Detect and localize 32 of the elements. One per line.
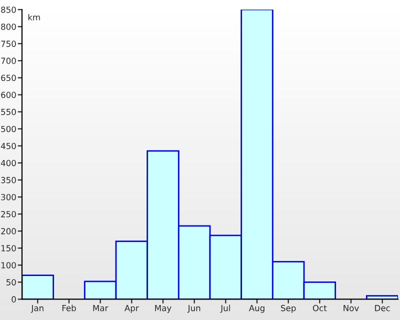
x-tick-label: Apr: [124, 305, 139, 313]
y-tick-label: 350: [1, 176, 16, 184]
y-tick-label: 450: [0, 142, 16, 150]
y-tick-label: 400: [0, 160, 16, 166]
y-tick-label: 300: [1, 194, 16, 200]
y-tick-label: 250: [1, 211, 16, 218]
x-tick-label: Sep: [281, 304, 296, 313]
x-tick-label: Jan: [30, 305, 44, 313]
x-tick-label: Jun: [187, 305, 200, 313]
y-tick-label: 500: [1, 126, 16, 132]
x-tick-label: Nov: [344, 305, 359, 312]
y-tick-label: 700: [1, 58, 16, 64]
y-tick-label: 50: [6, 279, 16, 286]
y-tick-label: 200: [1, 228, 16, 234]
y-tick-label: 0: [12, 296, 16, 302]
x-tick-label: Mar: [93, 305, 108, 312]
x-tick-label: May: [155, 305, 172, 313]
y-tick-label: 850: [1, 6, 16, 13]
x-tick-label: Aug: [248, 305, 264, 313]
x-tick-label: Dec: [375, 305, 390, 312]
y-tick-label: 550: [1, 108, 16, 116]
y-tick-label: 650: [1, 74, 16, 82]
y-tick-label: 750: [1, 40, 16, 47]
y-tick-label: 150: [1, 245, 16, 252]
x-tick-label: Jul: [220, 304, 230, 313]
y-axis-title: km: [28, 14, 40, 20]
y-tick-label: 800: [1, 24, 16, 30]
y-tick-label: 600: [1, 92, 16, 98]
y-tick-label: 100: [1, 262, 16, 268]
x-tick-label: Feb: [62, 304, 76, 312]
bar: [22, 274, 54, 300]
x-tick-label: Oct: [312, 304, 327, 312]
